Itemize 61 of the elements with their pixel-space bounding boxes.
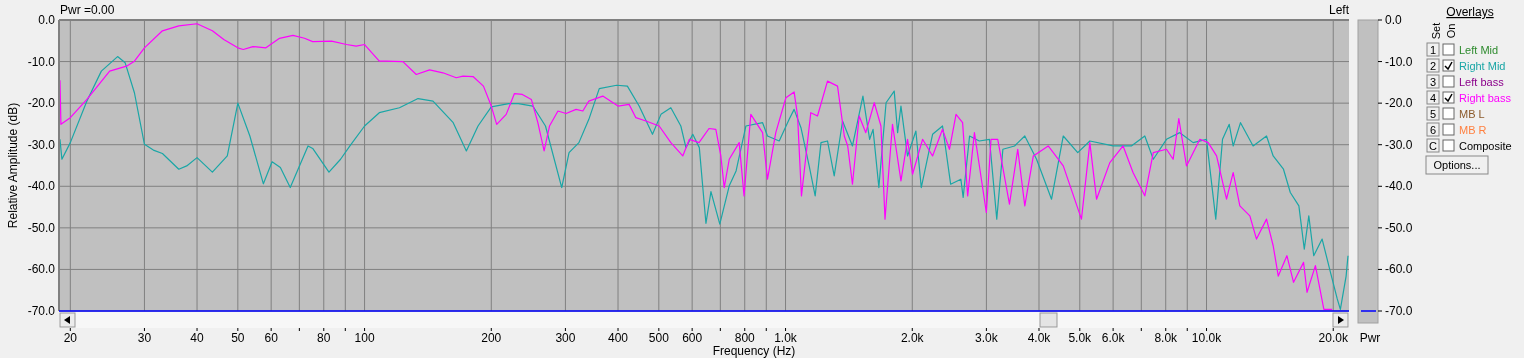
x-tick-label: 30: [137, 331, 152, 345]
y-tick-label: -10.0: [27, 54, 56, 69]
y2-tick-label: -20.0: [1385, 96, 1413, 111]
x-tick-label: 5.0k: [1068, 331, 1093, 345]
text: Left bass: [1459, 76, 1505, 88]
button: 5: [1426, 106, 1440, 121]
x-tick-label: 600: [682, 331, 703, 345]
text: MB R: [1459, 124, 1487, 136]
x-tick-label: 6.0k: [1101, 331, 1126, 345]
x-tick-label: 8.0k: [1154, 331, 1179, 345]
x-tick-label: 300: [555, 331, 576, 345]
y2-tick-label: -30.0: [1385, 137, 1413, 152]
text: Composite: [1459, 140, 1512, 152]
x-tick-label: 60: [264, 331, 279, 345]
x-tick-label: 800: [734, 331, 756, 345]
button: 4: [1426, 90, 1440, 105]
x-tick-label: 1.0k: [774, 331, 798, 345]
y-tick-label: -70.0: [27, 304, 56, 318]
y-axis-title: Relative Amplitude (dB): [6, 102, 20, 229]
x-tick-label: 200: [481, 331, 502, 345]
x-tick-label: 20.0k: [1318, 331, 1349, 345]
button: 6: [1426, 122, 1440, 137]
x-axis-title: Frequency (Hz): [712, 344, 796, 358]
y-tick-label: -30.0: [27, 137, 56, 152]
x-tick-label: 40: [190, 331, 205, 345]
x-tick-label: 100: [354, 331, 375, 345]
text: Left Mid: [1459, 44, 1499, 56]
y2-tick-label: -10.0: [1385, 54, 1413, 69]
text: Set: [1430, 22, 1442, 40]
text: Left: [1328, 3, 1350, 17]
y2-tick-label: -40.0: [1385, 179, 1413, 194]
y2-tick-label: -70.0: [1385, 304, 1413, 318]
x-tick-label: 2.0k: [900, 331, 925, 345]
y2-tick-label: -60.0: [1385, 262, 1413, 277]
x-tick-label: 50: [231, 331, 245, 345]
text: Right Mid: [1459, 60, 1506, 72]
text: Right bass: [1459, 92, 1512, 104]
x-tick-label: 20: [63, 331, 78, 345]
x-tick-label: 80: [317, 331, 331, 345]
button: 2: [1426, 58, 1440, 73]
text: Pwr =0.00: [60, 3, 115, 17]
y-tick-label: -40.0: [27, 179, 56, 194]
options-button: Options...: [1425, 155, 1489, 175]
y-tick-label: -60.0: [27, 262, 56, 277]
button: C: [1426, 138, 1440, 153]
text: MB L: [1459, 108, 1485, 120]
x-tick-label: 3.0k: [975, 331, 999, 345]
y-tick-label: -50.0: [27, 220, 56, 235]
y-tick-label: -20.0: [27, 96, 56, 111]
y2-tick-label: 0.0: [1385, 13, 1403, 27]
button: 3: [1426, 74, 1440, 89]
y-tick-label: 0.0: [38, 13, 56, 27]
legend-title: Overlays: [1446, 5, 1494, 19]
text: On: [1445, 23, 1457, 39]
x-tick-label: 4.0k: [1027, 331, 1052, 345]
x-tick-label: 500: [648, 331, 670, 345]
x-tick-label: 400: [608, 331, 629, 345]
x-tick-label: 10.0k: [1191, 331, 1223, 345]
y2-axis-title: Pwr: [1359, 331, 1381, 345]
button: 1: [1426, 42, 1440, 57]
y2-tick-label: -50.0: [1385, 220, 1413, 235]
